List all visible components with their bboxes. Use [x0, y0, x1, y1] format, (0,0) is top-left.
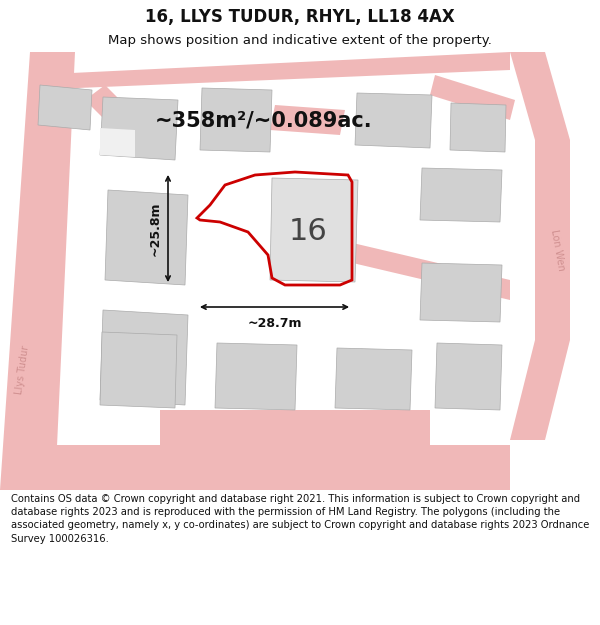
Polygon shape	[30, 52, 510, 90]
Polygon shape	[200, 88, 272, 152]
Polygon shape	[340, 240, 510, 300]
Polygon shape	[420, 263, 502, 322]
Text: Contains OS data © Crown copyright and database right 2021. This information is : Contains OS data © Crown copyright and d…	[11, 494, 589, 544]
Polygon shape	[435, 343, 502, 410]
Text: ~25.8m: ~25.8m	[149, 201, 162, 256]
Text: Llys Tudur: Llys Tudur	[14, 345, 31, 395]
Text: 16, LLYS TUDUR, RHYL, LL18 4AX: 16, LLYS TUDUR, RHYL, LL18 4AX	[145, 8, 455, 26]
Text: Lon Wen: Lon Wen	[550, 229, 566, 271]
Polygon shape	[450, 103, 506, 152]
Polygon shape	[100, 310, 188, 405]
Polygon shape	[355, 93, 432, 148]
Text: 16: 16	[289, 217, 328, 246]
Polygon shape	[430, 75, 515, 120]
Polygon shape	[100, 332, 177, 408]
Polygon shape	[510, 52, 570, 440]
Polygon shape	[100, 97, 178, 160]
Polygon shape	[270, 105, 345, 135]
Text: ~28.7m: ~28.7m	[247, 317, 302, 330]
Polygon shape	[420, 168, 502, 222]
Polygon shape	[270, 178, 358, 282]
Polygon shape	[215, 343, 297, 410]
Polygon shape	[55, 445, 510, 490]
Text: Map shows position and indicative extent of the property.: Map shows position and indicative extent…	[108, 34, 492, 47]
Polygon shape	[38, 85, 92, 130]
Polygon shape	[100, 128, 135, 157]
Polygon shape	[335, 348, 412, 410]
Text: ~358m²/~0.089ac.: ~358m²/~0.089ac.	[155, 110, 373, 130]
Polygon shape	[85, 85, 150, 145]
Polygon shape	[0, 52, 75, 490]
Polygon shape	[160, 410, 430, 445]
Polygon shape	[105, 190, 188, 285]
